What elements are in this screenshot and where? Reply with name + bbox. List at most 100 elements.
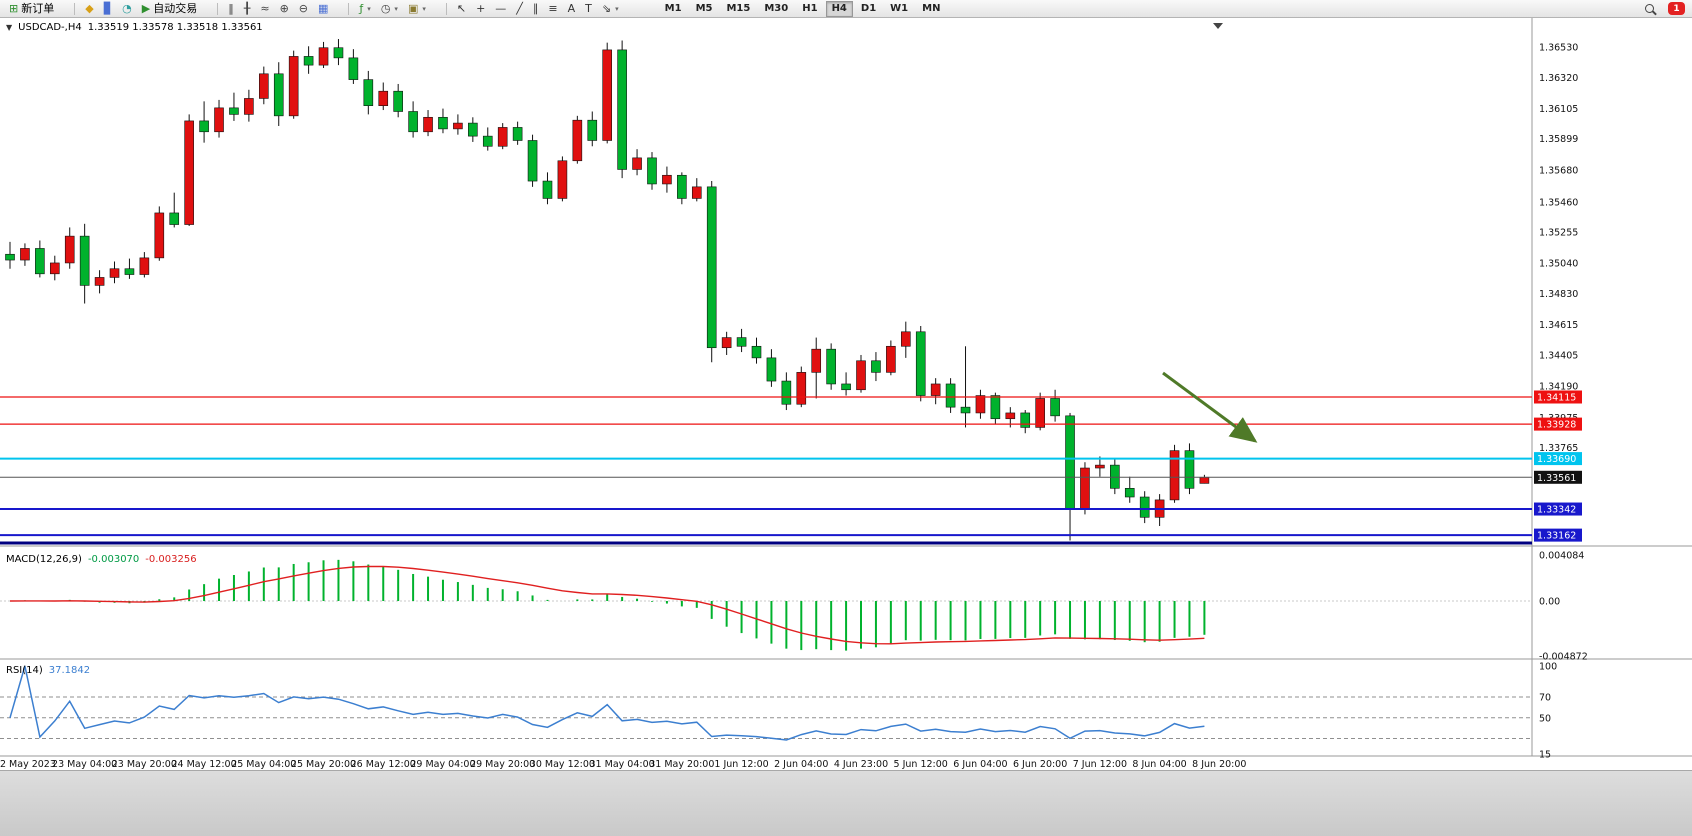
fibonacci-button[interactable]: ≡ <box>543 0 562 18</box>
macd-main-value: -0.003070 <box>87 554 140 565</box>
text-label-button[interactable]: T <box>580 0 597 18</box>
horizontal-line-button[interactable]: — <box>490 0 511 18</box>
zoom-in-button[interactable]: ⊕ <box>275 0 294 18</box>
time-axis-label: 8 Jun 20:00 <box>1192 759 1246 770</box>
candle-bearish <box>617 49 627 170</box>
trendline-icon: ╱ <box>516 1 523 15</box>
chevron-down-icon: ▾ <box>367 4 371 13</box>
macd-name: MACD(12,26,9) <box>6 554 82 565</box>
candle-bearish <box>1050 398 1060 417</box>
indicators-button[interactable]: ƒ ▾ <box>354 0 375 18</box>
search-button[interactable] <box>1640 0 1659 18</box>
rsi-value: 37.1842 <box>48 665 91 676</box>
price-axis-label: 1.36530 <box>1539 43 1578 54</box>
zoom-in-icon: ⊕ <box>279 1 289 15</box>
timeframe-h4[interactable]: H4 <box>825 0 853 17</box>
ohlc-values: 1.33519 1.33578 1.33518 1.33561 <box>87 22 263 33</box>
candle-bullish <box>214 107 224 133</box>
toolbar-separator <box>217 2 219 15</box>
cursor-icon: ↖ <box>456 1 467 15</box>
trendline-button[interactable]: ╱ <box>511 0 528 18</box>
tile-windows-button[interactable]: ▦ <box>313 0 333 18</box>
candle-bullish <box>497 127 508 147</box>
symbol-period-label: USDCAD-,H4 <box>18 22 82 33</box>
chart-shift-marker[interactable] <box>1213 23 1223 29</box>
history-center-button[interactable]: ◆ <box>80 0 98 18</box>
time-axis-label: 23 May 20:00 <box>112 759 177 770</box>
autotrading-button[interactable]: ▶ 自动交易 <box>137 0 202 18</box>
time-axis-label: 24 May 12:00 <box>171 759 236 770</box>
time-axis-label: 31 May 04:00 <box>590 759 655 770</box>
notification-badge[interactable]: 1 <box>1668 2 1685 15</box>
candle-bearish <box>1020 412 1031 428</box>
candle-bullish <box>975 395 986 414</box>
timeframe-m30[interactable]: M30 <box>764 2 789 14</box>
rsi-line <box>9 665 1205 741</box>
price-axis-label: 1.34830 <box>1539 289 1578 300</box>
candle-bearish <box>482 135 493 147</box>
bar-chart-style-button[interactable]: ‖ <box>223 0 239 18</box>
macd-label: MACD(12,26,9) -0.003070 -0.003256 <box>6 554 197 565</box>
time-axis-label: 6 Jun 20:00 <box>1013 759 1067 770</box>
text-button[interactable]: A <box>563 0 581 18</box>
macd-axis-label: 0.004084 <box>1539 550 1584 561</box>
channel-button[interactable]: ∥ <box>528 0 544 18</box>
data-window-button[interactable]: ◔ <box>117 0 137 18</box>
arrows-button[interactable]: ⇘ ▾ <box>597 0 624 18</box>
time-axis-label: 31 May 20:00 <box>649 759 714 770</box>
gauge-icon: ◔ <box>122 1 132 15</box>
candle-bullish <box>20 248 30 261</box>
price-chart[interactable]: 1.36530 1.36320 1.36105 1.35899 1.35680 1.354… <box>0 18 1692 770</box>
candle-bullish <box>900 331 911 347</box>
candle-bearish <box>706 186 717 349</box>
candle-bullish <box>64 235 75 264</box>
zoom-out-button[interactable]: ⊖ <box>294 0 313 18</box>
candle-bullish <box>811 348 822 373</box>
candle-bullish <box>1080 467 1090 509</box>
candle-bearish <box>5 253 15 261</box>
timeframe-m1[interactable]: M1 <box>664 2 682 14</box>
candle-bearish <box>945 383 956 408</box>
time-axis-label: 23 May 04:00 <box>52 759 117 770</box>
candle-bullish <box>886 345 896 373</box>
candle-bearish <box>1139 496 1150 518</box>
price-axis-label: 1.35040 <box>1539 258 1578 269</box>
price-tag <box>1534 502 1582 516</box>
rsi-axis-label: 100 <box>1539 662 1557 673</box>
timeframe-mn[interactable]: MN <box>922 2 941 14</box>
candle-bullish <box>1035 398 1045 428</box>
candle-bullish <box>244 98 254 115</box>
function-icon: ƒ <box>359 1 364 15</box>
timeframe-m15[interactable]: M15 <box>726 2 751 14</box>
arrow-icon: ⇘ <box>601 1 612 15</box>
collapse-triangle-icon[interactable]: ▼ <box>6 23 13 32</box>
price-tag <box>1534 528 1582 542</box>
new-order-button[interactable]: ⊞ 新订单 <box>4 0 59 18</box>
timeframe-w1[interactable]: W1 <box>890 2 909 14</box>
line-chart-style-button[interactable]: ≈ <box>255 0 274 18</box>
coins-icon: ◆ <box>85 1 94 15</box>
bottom-area <box>0 770 1692 836</box>
chart-area[interactable]: ▼ USDCAD-,H4 1.33519 1.33578 1.33518 1.3… <box>0 18 1692 770</box>
templates-button[interactable]: ▣ ▾ <box>403 0 431 18</box>
market-watch-button[interactable]: ▊ <box>99 0 117 18</box>
timeframe-m5[interactable]: M5 <box>695 2 713 14</box>
price-axis-label: 1.34615 <box>1539 320 1578 331</box>
rsi-name: RSI(14) <box>6 665 43 676</box>
candlestick-style-button[interactable]: ╂ <box>239 0 256 18</box>
timeframe-d1[interactable]: D1 <box>860 2 877 14</box>
price-axis-label: 1.34190 <box>1539 382 1578 393</box>
periods-button[interactable]: ◷ ▾ <box>376 0 403 18</box>
cursor-button[interactable]: ↖ <box>452 0 471 18</box>
zoom-out-icon: ⊖ <box>298 1 309 15</box>
candle-bearish <box>542 180 553 199</box>
timeframe-h1[interactable]: H1 <box>802 2 818 14</box>
macd-axis-label: -0.004872 <box>1539 651 1588 662</box>
candle-bearish <box>1110 464 1120 489</box>
candle-bearish <box>587 119 598 141</box>
crosshair-button[interactable]: + <box>471 0 490 18</box>
candle-bearish <box>766 357 777 382</box>
trend-arrow[interactable] <box>1162 371 1258 443</box>
candle-bearish <box>124 268 135 275</box>
candle-bearish <box>527 140 538 182</box>
